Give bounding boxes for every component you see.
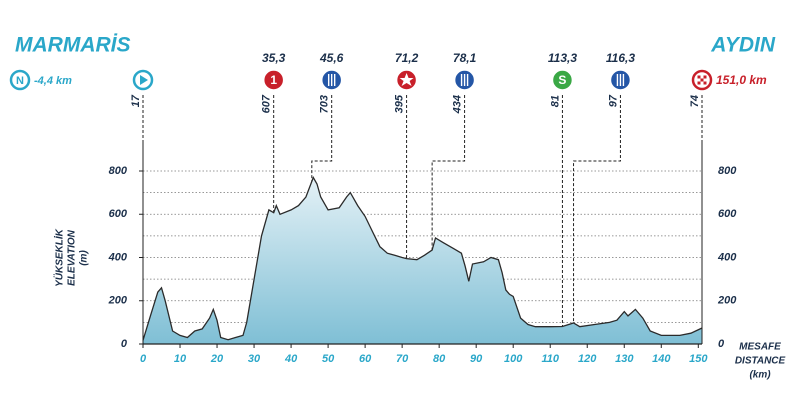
finish-distance: 151,0 km xyxy=(716,73,767,87)
y-tick-label: 200 xyxy=(108,295,128,307)
elevation-label: 607 xyxy=(261,94,273,113)
x-tick-label: 20 xyxy=(210,353,224,365)
finish-check xyxy=(697,75,701,79)
y-axis-title: (m) xyxy=(79,250,90,266)
y-tick-label-right: 600 xyxy=(718,208,737,220)
y-axis-title: YÜKSEKLİK xyxy=(53,228,66,287)
finish-check xyxy=(703,81,707,85)
km-label: 78,1 xyxy=(453,51,477,65)
elevation-label: 74 xyxy=(689,95,701,107)
x-axis-title: MESAFE xyxy=(739,342,781,353)
point-icon-text: S xyxy=(558,73,566,87)
y-axis-title: ELEVATION xyxy=(67,229,78,286)
y-tick-label: 400 xyxy=(108,251,128,263)
marker-line xyxy=(431,95,466,251)
x-tick-label: 10 xyxy=(174,353,187,365)
x-tick-label: 100 xyxy=(504,353,523,365)
x-tick-label: 60 xyxy=(359,353,372,365)
area xyxy=(143,177,702,344)
start-icon-text: N xyxy=(16,75,24,87)
elevation-label: 703 xyxy=(319,95,331,113)
x-tick-label: 120 xyxy=(578,353,597,365)
start-icon xyxy=(9,69,31,91)
x-tick-label: 90 xyxy=(470,353,483,365)
finish-check xyxy=(697,81,701,85)
finish-check xyxy=(703,75,707,79)
profile-line xyxy=(142,175,703,341)
x-axis-title: (km) xyxy=(749,370,771,381)
y-tick-label-right: 0 xyxy=(718,338,725,350)
x-tick-label: 40 xyxy=(284,353,298,365)
elevation-label: 17 xyxy=(130,94,142,107)
elevation-label: 434 xyxy=(451,95,463,114)
start-name: MARMARİS xyxy=(15,34,131,57)
sprint-glyph xyxy=(399,73,414,86)
x-tick-label: 140 xyxy=(652,353,671,365)
km-label: 35,3 xyxy=(262,51,286,65)
x-tick-label: 50 xyxy=(322,353,335,365)
x-tick-label: 130 xyxy=(615,353,634,365)
finish-check xyxy=(700,78,704,82)
point-icon xyxy=(262,69,285,91)
y-tick-label-right: 200 xyxy=(717,295,737,307)
elevation-label: 395 xyxy=(393,94,405,113)
x-tick-label: 30 xyxy=(248,353,261,365)
km-label: 45,6 xyxy=(319,51,344,65)
x-tick-label: 0 xyxy=(140,353,147,365)
start-distance: -4,4 km xyxy=(34,75,72,87)
x-axis-title: DISTANCE xyxy=(735,356,786,367)
marker-line xyxy=(311,95,333,182)
start-flag-arrow xyxy=(140,75,148,85)
elevation-label: 97 xyxy=(607,94,619,107)
finish-name: AYDIN xyxy=(710,34,776,57)
km-label: 71,2 xyxy=(395,51,419,65)
y-tick-label: 0 xyxy=(121,338,128,350)
point-icon-text: 1 xyxy=(270,73,277,87)
y-tick-label-right: 800 xyxy=(718,165,737,177)
km-label: 113,3 xyxy=(548,51,577,65)
x-tick-label: 70 xyxy=(396,353,409,365)
y-tick-label: 600 xyxy=(109,208,128,220)
km-label: 116,3 xyxy=(606,51,635,65)
y-tick-label-right: 400 xyxy=(717,251,737,263)
x-tick-label: 80 xyxy=(433,353,446,365)
marker-line xyxy=(573,95,621,324)
elevation-label: 81 xyxy=(549,95,561,107)
x-tick-label: 150 xyxy=(689,353,708,365)
point-icon xyxy=(551,69,574,91)
y-tick-label: 800 xyxy=(109,165,128,177)
x-tick-label: 110 xyxy=(541,353,559,365)
